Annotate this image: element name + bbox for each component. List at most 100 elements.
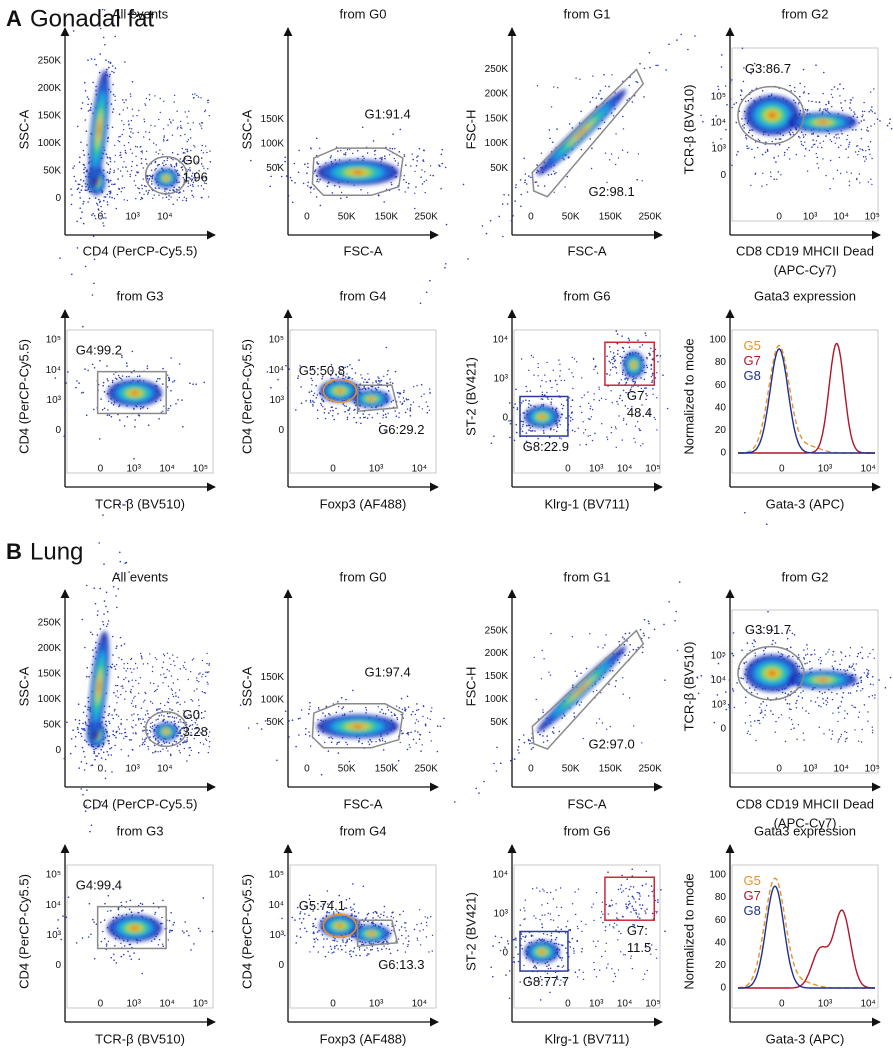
event-dot	[102, 930, 104, 933]
event-dot	[743, 110, 746, 113]
event-dot	[93, 367, 96, 369]
event-dot	[532, 746, 534, 749]
event-dot	[346, 743, 349, 746]
event-dot	[385, 948, 387, 950]
event-dot	[108, 190, 111, 193]
plot-frame	[289, 329, 437, 474]
event-dot	[93, 921, 95, 923]
event-dot	[90, 824, 93, 827]
event-dot	[836, 137, 838, 139]
event-dot	[729, 98, 732, 100]
event-dot	[541, 649, 543, 652]
event-dot	[149, 174, 151, 177]
event-dot	[115, 713, 118, 716]
event-dot	[285, 175, 288, 177]
event-dot	[297, 377, 299, 380]
event-dot	[189, 184, 192, 186]
event-dot	[791, 632, 794, 635]
event-dot	[163, 742, 166, 744]
gate	[737, 645, 805, 701]
event-dot	[382, 410, 385, 412]
event-dot	[88, 902, 91, 905]
event-dot	[403, 175, 405, 177]
event-dot	[76, 380, 78, 382]
event-dot	[186, 140, 188, 143]
event-dot	[89, 109, 92, 111]
event-dot	[193, 943, 195, 945]
event-dot	[650, 363, 653, 366]
event-dot	[841, 652, 843, 654]
event-dot	[621, 149, 624, 151]
event-dot	[445, 263, 447, 265]
event-dot	[196, 94, 198, 97]
event-dot	[142, 663, 145, 665]
event-dot	[313, 401, 315, 404]
event-dot	[102, 623, 105, 626]
event-dot	[153, 724, 156, 726]
event-dot	[541, 391, 544, 393]
gate	[356, 384, 399, 413]
event-dot	[623, 350, 625, 353]
event-dot	[622, 389, 625, 392]
event-dot	[616, 353, 619, 355]
event-dot	[425, 936, 428, 938]
event-dot	[606, 181, 608, 184]
event-dot	[349, 364, 351, 366]
event-dot	[151, 177, 153, 180]
event-dot	[859, 182, 861, 184]
event-dot	[120, 644, 123, 647]
event-dot	[112, 586, 115, 588]
event-dot	[650, 347, 652, 350]
event-dot	[871, 106, 873, 108]
event-dot	[423, 181, 425, 183]
event-dot	[190, 699, 192, 701]
event-dot	[108, 75, 111, 78]
event-dot	[530, 748, 533, 750]
event-dot	[773, 157, 775, 159]
y-tick-label: 10³	[712, 144, 727, 155]
y-axis-label: SSC-A	[239, 109, 254, 149]
event-dot	[129, 668, 132, 670]
event-dot	[132, 705, 134, 707]
event-dot	[408, 744, 410, 746]
event-dot	[182, 741, 185, 743]
event-dot	[803, 739, 805, 741]
event-dot	[852, 115, 855, 118]
panel-title: from G1	[564, 6, 611, 21]
event-dot	[572, 376, 574, 378]
event-dot	[264, 720, 267, 722]
event-dot	[614, 359, 617, 362]
event-dot	[182, 199, 184, 202]
event-dot	[408, 182, 410, 185]
event-dot	[123, 199, 126, 201]
event-dot	[88, 197, 91, 200]
event-dot	[860, 690, 862, 692]
event-dot	[82, 163, 85, 166]
event-dot	[561, 413, 563, 416]
y-tick-label: 50K	[490, 717, 508, 728]
event-dot	[733, 706, 736, 709]
event-dot	[205, 182, 207, 185]
event-dot	[172, 119, 174, 121]
event-dot	[310, 186, 313, 188]
event-dot	[806, 662, 808, 664]
event-dot	[610, 112, 613, 114]
event-dot	[154, 95, 156, 97]
event-dot	[553, 429, 555, 431]
event-dot	[102, 751, 105, 754]
event-dot	[643, 618, 646, 621]
event-dot	[579, 78, 581, 80]
y-tick-label: 10⁵	[711, 91, 726, 102]
plot-frame	[731, 609, 879, 774]
event-dot	[625, 423, 628, 425]
event-dot	[183, 710, 185, 712]
event-dot	[304, 927, 306, 930]
density-blob	[107, 914, 163, 942]
event-dot	[746, 145, 748, 147]
y-tick-label: 100K	[485, 138, 509, 149]
event-dot	[107, 163, 110, 166]
event-dot	[884, 686, 887, 689]
event-dot	[173, 186, 175, 189]
event-dot	[114, 35, 116, 38]
event-dot	[315, 937, 317, 939]
